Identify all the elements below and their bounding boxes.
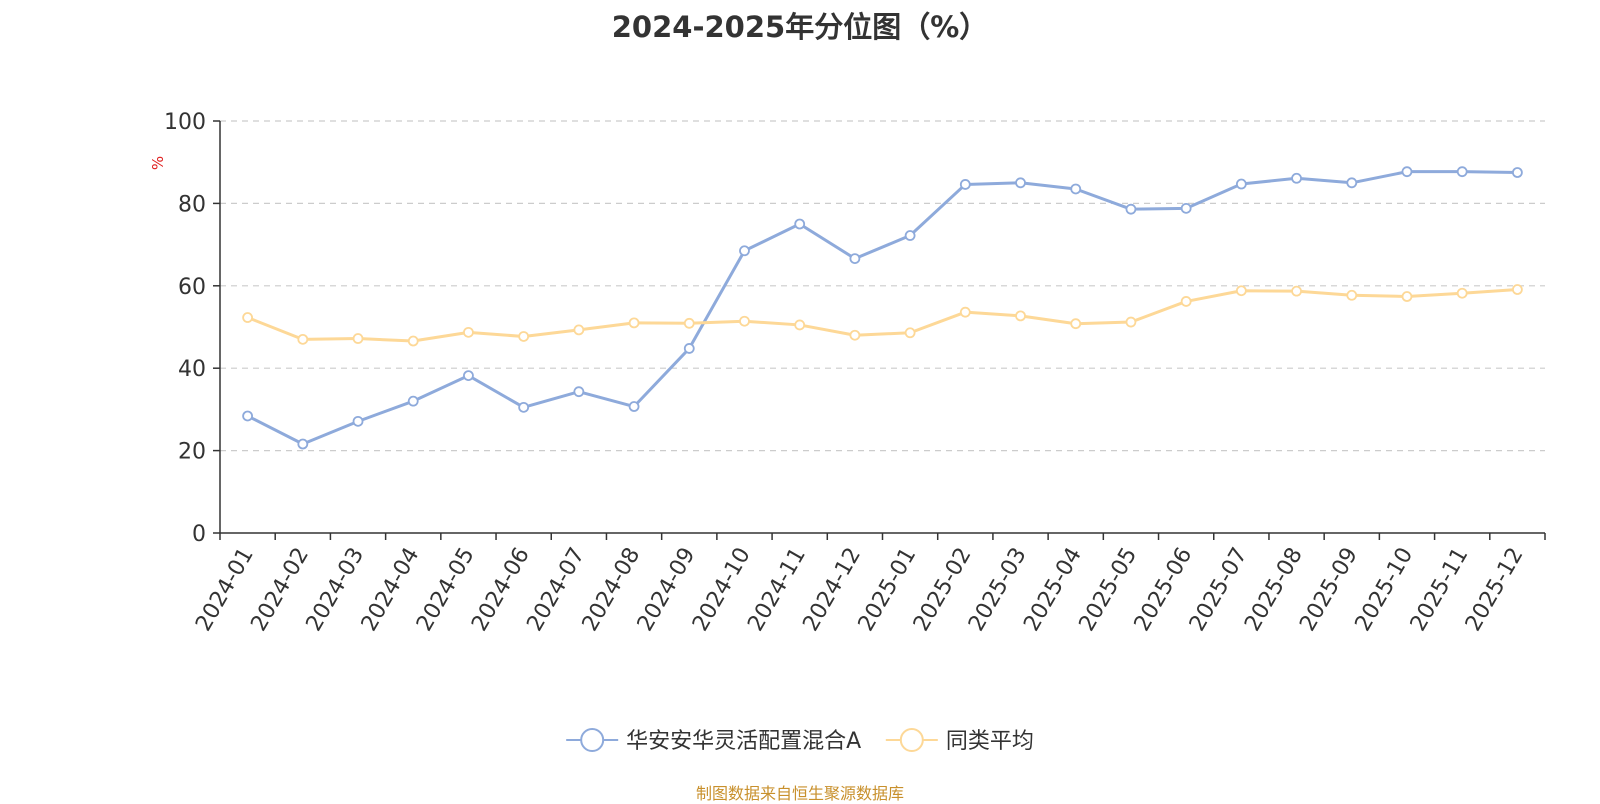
legend[interactable]: 华安安华灵活配置混合A 同类平均: [566, 728, 1034, 754]
data-point[interactable]: [849, 253, 861, 265]
data-point[interactable]: [1346, 177, 1358, 189]
data-point[interactable]: [1346, 289, 1358, 301]
data-point[interactable]: [407, 335, 419, 347]
axes: 020406080100%2024-012024-022024-032024-0…: [149, 110, 1546, 636]
y-tick-label: 100: [164, 110, 206, 135]
data-point[interactable]: [683, 317, 695, 329]
data-point[interactable]: [1511, 167, 1523, 178]
series-line-1: [246, 288, 1519, 343]
data-point[interactable]: [1401, 166, 1413, 178]
data-point[interactable]: [1125, 316, 1137, 328]
data-point[interactable]: [794, 319, 806, 331]
data-point[interactable]: [1235, 178, 1247, 190]
data-point[interactable]: [1180, 296, 1192, 307]
data-point[interactable]: [794, 218, 806, 230]
legend-circle-icon: [899, 728, 924, 752]
series-line-0: [246, 170, 1519, 446]
y-tick-label: 40: [178, 357, 206, 382]
legend-item-1[interactable]: 同类平均: [885, 728, 1034, 754]
data-point[interactable]: [904, 230, 916, 241]
data-point[interactable]: [407, 395, 419, 407]
data-point[interactable]: [1015, 310, 1026, 322]
legend-label: 华安安华灵活配置混合A: [626, 729, 861, 754]
gridlines: [220, 120, 1545, 452]
data-point[interactable]: [297, 333, 309, 345]
data-point[interactable]: [463, 370, 474, 382]
data-point[interactable]: [739, 245, 750, 257]
data-point[interactable]: [352, 333, 364, 344]
data-point[interactable]: [352, 415, 364, 427]
legend-label: 同类平均: [946, 729, 1034, 754]
legend-item-0[interactable]: 华安安华灵活配置混合A: [566, 728, 861, 754]
data-point[interactable]: [297, 438, 309, 450]
data-point[interactable]: [959, 306, 971, 318]
data-point[interactable]: [1070, 318, 1082, 330]
y-tick-label: 60: [178, 275, 206, 300]
data-point[interactable]: [573, 386, 585, 398]
data-point[interactable]: [573, 324, 585, 336]
data-point[interactable]: [1235, 285, 1247, 297]
chart-title: 2024-2025年分位图（%）: [611, 10, 989, 44]
data-point[interactable]: [959, 179, 971, 190]
data-point[interactable]: [518, 331, 530, 342]
data-point[interactable]: [739, 315, 750, 327]
data-point[interactable]: [1291, 172, 1302, 184]
data-point[interactable]: [683, 343, 695, 354]
data-point[interactable]: [1511, 284, 1523, 295]
data-point[interactable]: [1456, 287, 1468, 299]
data-point[interactable]: [1456, 166, 1468, 178]
y-tick-label: 80: [178, 192, 206, 217]
data-point[interactable]: [1015, 177, 1026, 189]
data-point[interactable]: [1070, 183, 1082, 195]
legend-circle-icon: [580, 728, 605, 752]
y-tick-label: 20: [178, 440, 206, 465]
data-point[interactable]: [628, 317, 640, 329]
data-point[interactable]: [1291, 285, 1302, 297]
data-point[interactable]: [1401, 291, 1413, 302]
data-point[interactable]: [904, 327, 916, 339]
data-point[interactable]: [1125, 203, 1137, 215]
y-tick-label: 0: [192, 522, 206, 547]
data-point[interactable]: [628, 401, 640, 412]
y-axis-label: %: [149, 156, 167, 170]
data-point[interactable]: [242, 410, 254, 422]
data-point[interactable]: [242, 312, 254, 323]
data-point[interactable]: [518, 401, 530, 413]
data-point[interactable]: [1180, 202, 1192, 214]
data-point[interactable]: [849, 329, 861, 341]
series-lines: [242, 166, 1523, 450]
data-source-note: 制图数据来自恒生聚源数据库: [695, 784, 904, 803]
data-point[interactable]: [463, 326, 474, 338]
